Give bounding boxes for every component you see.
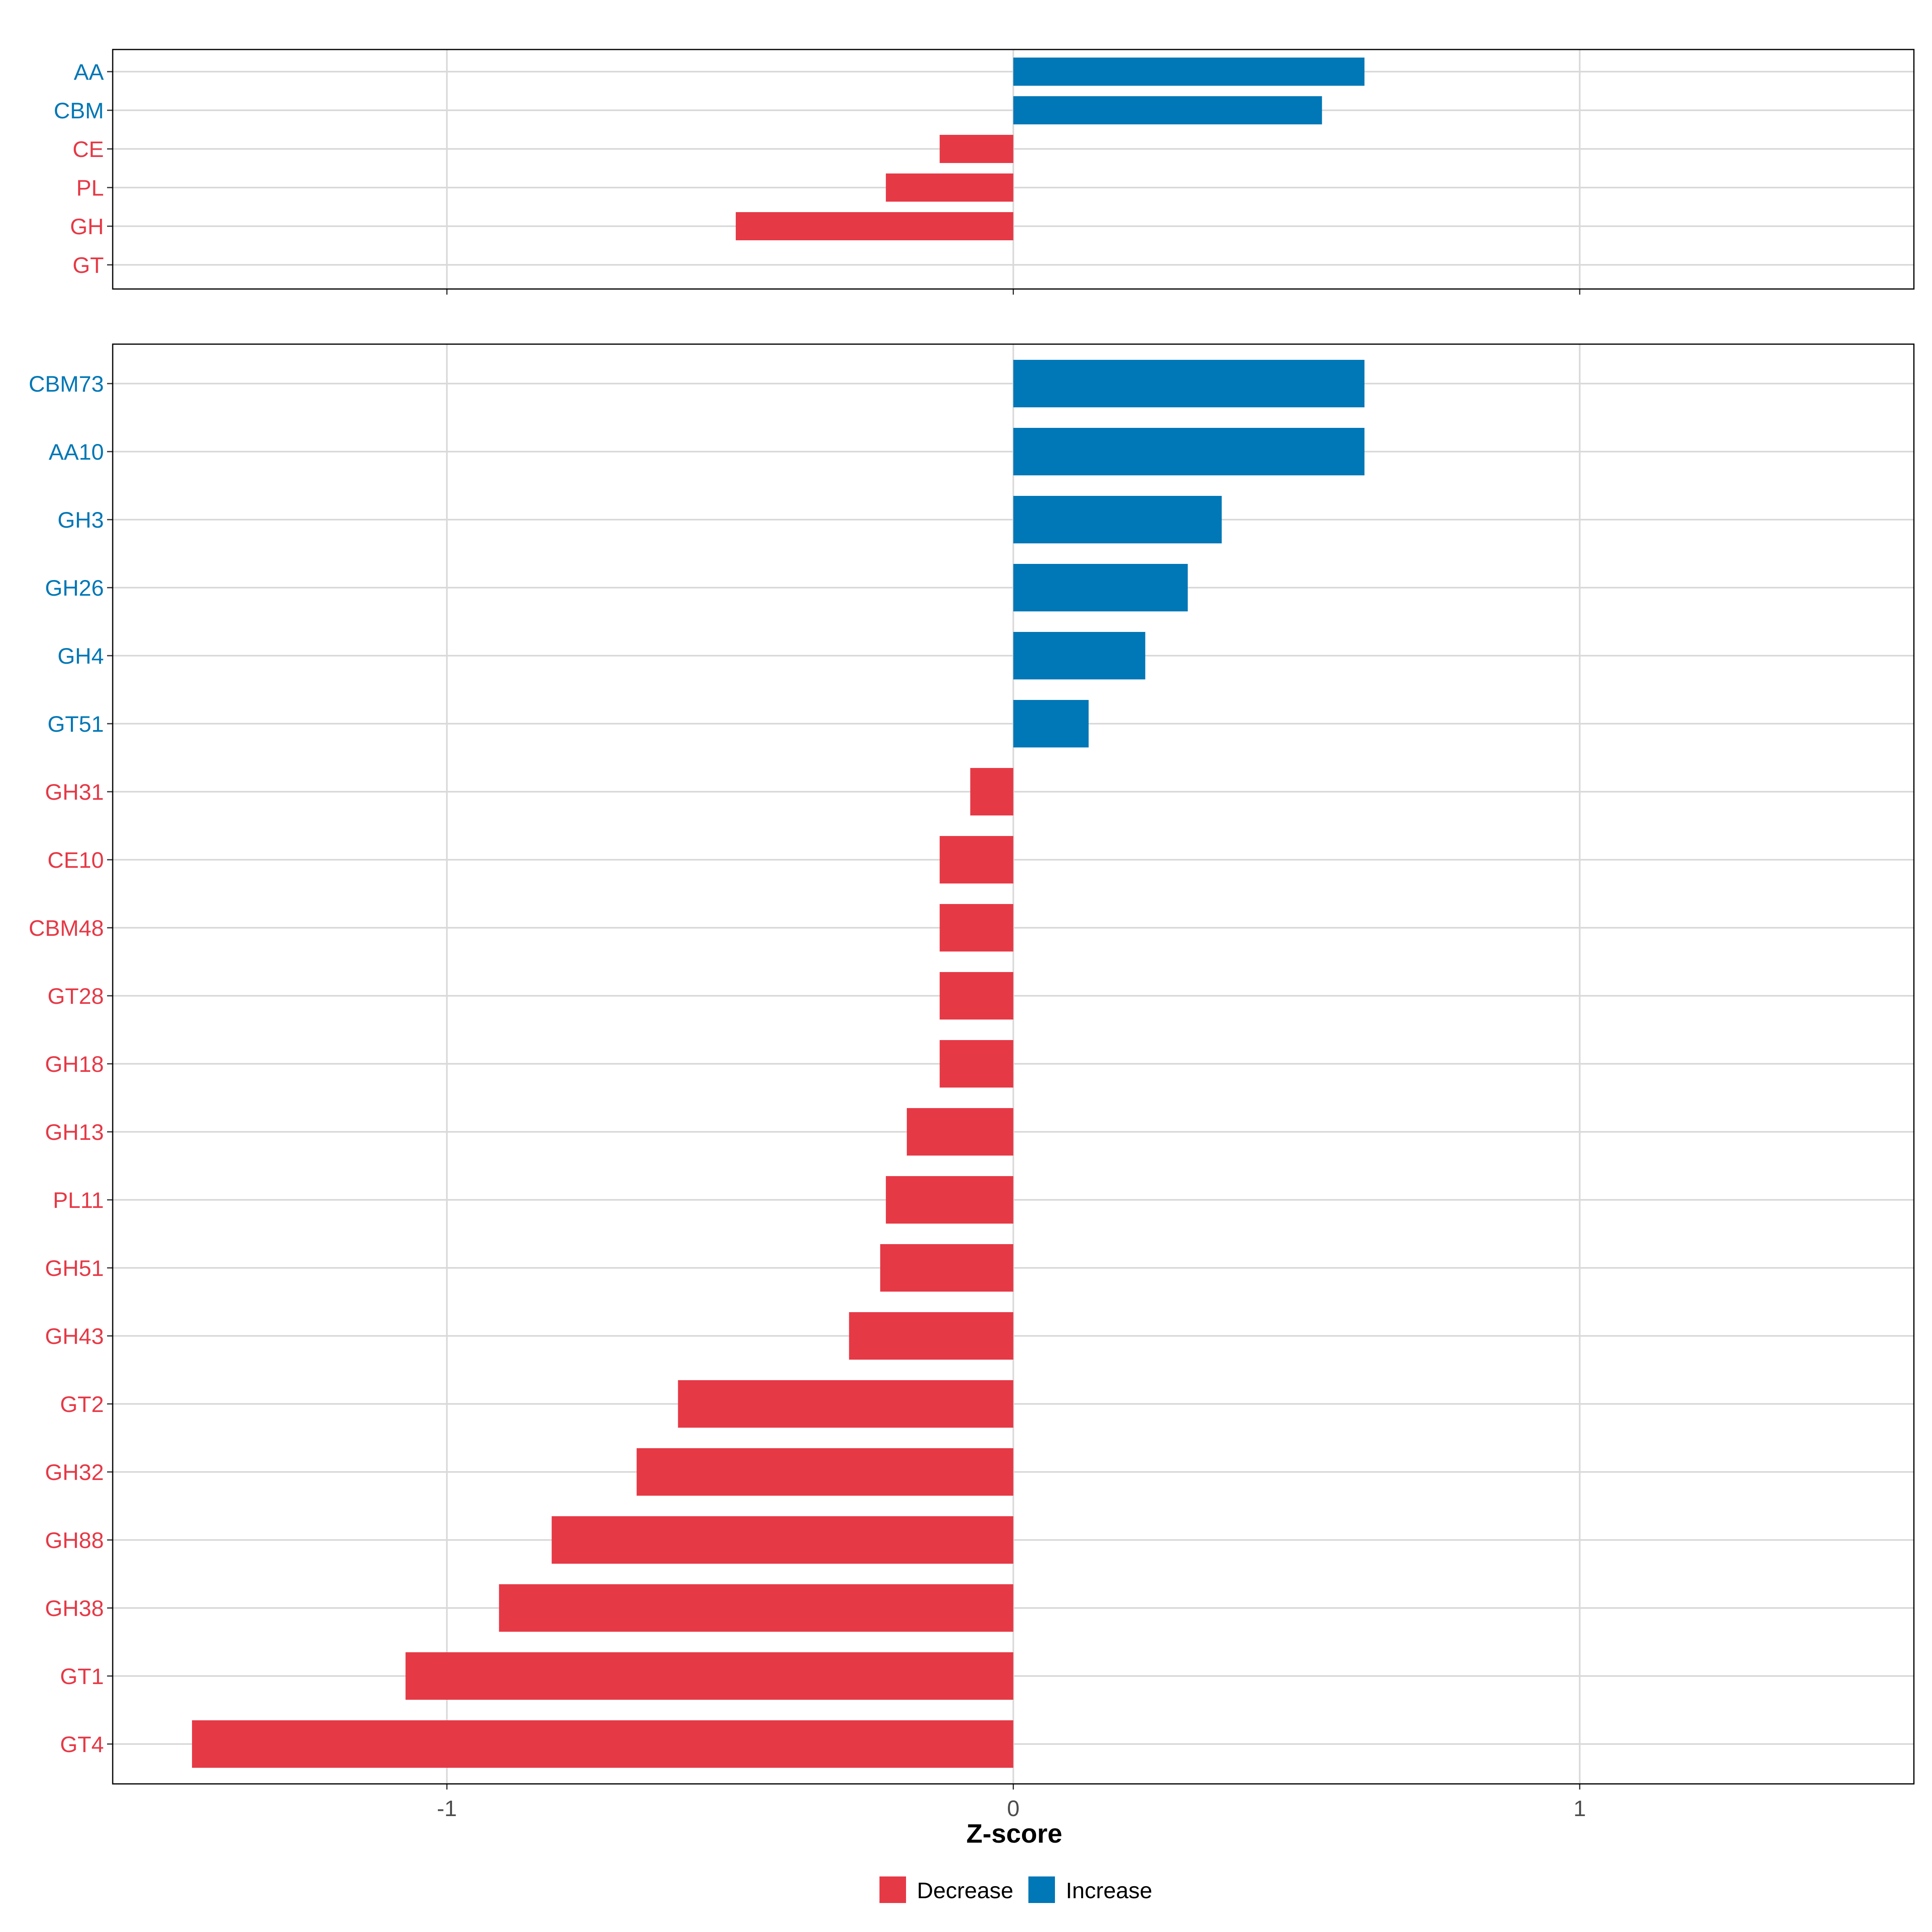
y-tick-label: GH26 [45, 575, 104, 601]
bar-cbm [1013, 96, 1322, 124]
bar-gh51 [880, 1244, 1013, 1292]
legend-key-increase [1028, 1876, 1055, 1903]
bar-gh4 [1013, 632, 1146, 679]
bottom-panel-bars [192, 360, 1364, 1768]
y-tick-label: GH4 [58, 643, 104, 669]
y-tick-label: CBM73 [29, 371, 104, 396]
y-tick-label: GH13 [45, 1119, 104, 1145]
bar-aa10 [1013, 428, 1364, 475]
y-tick-label: GT28 [47, 983, 104, 1009]
bar-gh32 [636, 1448, 1013, 1496]
y-tick-label: PL [76, 175, 104, 200]
y-tick-label: GH43 [45, 1323, 104, 1349]
y-tick-label: GH18 [45, 1051, 104, 1077]
y-tick-label: GH3 [58, 507, 104, 533]
x-tick-label: 0 [1007, 1796, 1020, 1821]
legend-label-decrease: Decrease [917, 1878, 1013, 1903]
y-tick-label: GH38 [45, 1596, 104, 1621]
y-tick-label: CBM [54, 98, 104, 123]
bar-gh3 [1013, 496, 1222, 543]
bar-gh43 [849, 1312, 1013, 1360]
bar-gt51 [1013, 700, 1089, 747]
bar-cbm48 [939, 904, 1013, 952]
top-panel-x-ticks [446, 289, 1581, 295]
bar-gt2 [678, 1380, 1013, 1428]
y-tick-label: GT51 [47, 711, 104, 737]
bar-gt4 [192, 1720, 1013, 1768]
top-panel-y-tick-labels: AA CBM CE PL GH GT [54, 59, 113, 278]
y-tick-label: AA10 [49, 439, 104, 464]
x-tick-label: -1 [437, 1796, 457, 1821]
bar-pl [886, 173, 1013, 202]
y-tick-label: GH32 [45, 1459, 104, 1485]
bottom-panel-border [112, 343, 1915, 1785]
bottom-panel-y-tick-labels: CBM73 AA10 GH3 GH26 GH4 GT51 GH31 CE10 CBM48 GT28… [29, 371, 113, 1757]
y-tick-label: GT1 [60, 1664, 104, 1689]
bar-pl11 [886, 1176, 1013, 1224]
bar-gh [735, 212, 1013, 240]
y-tick-label: PL11 [53, 1187, 104, 1213]
bar-gh26 [1013, 564, 1188, 611]
bar-gh13 [906, 1108, 1013, 1156]
y-tick-label: GH [70, 214, 104, 239]
bar-cbm73 [1013, 360, 1364, 407]
bar-gh31 [970, 768, 1013, 815]
y-tick-label: GT4 [60, 1732, 104, 1757]
y-tick-label: CBM48 [29, 915, 104, 941]
legend: Decrease Increase [879, 1876, 1152, 1903]
top-panel-border [112, 49, 1915, 290]
x-tick-label: 1 [1573, 1796, 1586, 1821]
top-panel: AA CBM CE PL GH GT [54, 49, 1915, 295]
y-tick-label: GH51 [45, 1255, 104, 1281]
y-tick-label: CE [72, 136, 104, 162]
legend-key-decrease [879, 1876, 906, 1903]
y-tick-label: GH31 [45, 779, 104, 805]
bar-gh18 [939, 1040, 1013, 1088]
bar-gt28 [939, 972, 1013, 1020]
y-tick-label: AA [74, 59, 104, 85]
bar-aa [1013, 58, 1364, 86]
legend-label-increase: Increase [1066, 1878, 1152, 1903]
y-tick-label: GH88 [45, 1527, 104, 1553]
top-panel-bars [735, 58, 1364, 240]
x-axis-title: Z-score [966, 1818, 1062, 1848]
bottom-panel-x-ticks: -1 0 1 [437, 1784, 1586, 1821]
y-tick-label: GT [72, 252, 104, 278]
bar-gh88 [551, 1516, 1013, 1564]
y-tick-label: GT2 [60, 1391, 104, 1417]
y-tick-label: CE10 [47, 847, 104, 873]
bar-ce10 [939, 836, 1013, 883]
bottom-panel: CBM73 AA10 GH3 GH26 GH4 GT51 GH31 CE10 CBM48 GT28… [29, 343, 1915, 1821]
bar-gh38 [499, 1584, 1013, 1632]
bar-ce [939, 135, 1013, 163]
bar-gt1 [405, 1652, 1013, 1700]
